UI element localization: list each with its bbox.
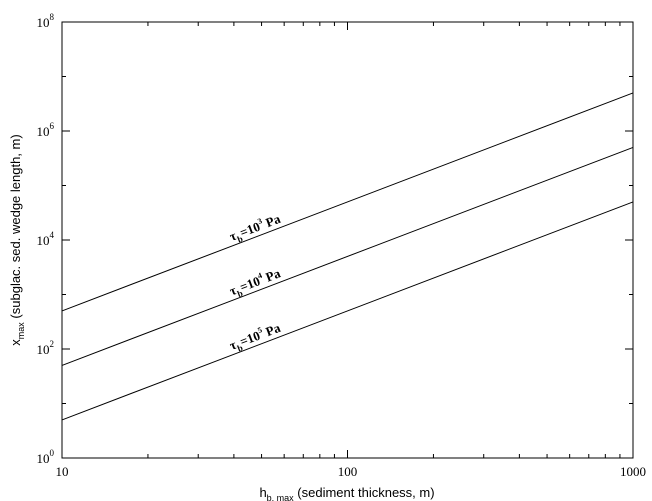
y-tick-label: 106 [37,121,55,139]
labels-group: τb=103 Pa τb=104 Pa τb=105 Pa [227,210,284,356]
x-tick-label: 100 [338,464,358,479]
x-axis-label: hb, max (sediment thickness, m) [259,485,434,501]
series-label: τb=105 Pa [227,319,284,356]
series-group [61,92,634,421]
series-line [61,201,634,421]
series-label: τb=104 Pa [227,264,284,301]
y-tick-label: 102 [37,339,55,357]
y-tick-label: 108 [37,12,55,30]
y-tick-label: 104 [37,230,55,248]
y-axis-label: xmax (subglac. sed. wedge length, m) [8,134,26,345]
series-line [61,146,634,366]
series-label: τb=103 Pa [227,210,284,247]
x-tick-label: 1000 [620,464,646,479]
plot-frame [61,21,634,459]
x-tick-label: 10 [56,464,69,479]
y-tick-label: 100 [37,448,55,466]
series-line [61,92,634,312]
